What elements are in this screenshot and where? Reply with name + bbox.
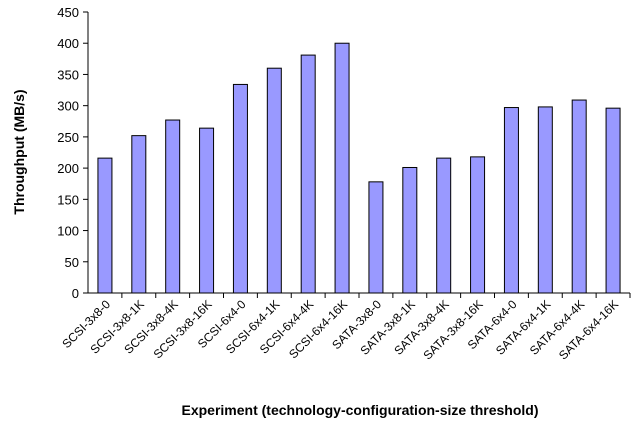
bar xyxy=(334,42,350,294)
y-tick-label: 200 xyxy=(57,161,79,176)
bar xyxy=(199,127,215,294)
bar xyxy=(165,119,181,294)
bar xyxy=(470,156,486,294)
y-tick-label: 400 xyxy=(57,36,79,51)
bar xyxy=(436,157,452,294)
y-tick-label: 50 xyxy=(65,255,79,270)
bar xyxy=(537,106,553,294)
bar xyxy=(232,83,248,294)
y-tick-label: 100 xyxy=(57,224,79,239)
bar xyxy=(131,135,147,294)
bar xyxy=(266,67,282,294)
y-tick-label: 150 xyxy=(57,192,79,207)
bar xyxy=(300,54,316,294)
bar xyxy=(571,99,587,294)
bar xyxy=(402,166,418,294)
bar xyxy=(605,107,621,294)
x-axis-label: Experiment (technology-configuration-siz… xyxy=(181,402,538,418)
y-tick-label: 350 xyxy=(57,67,79,82)
bar xyxy=(503,107,519,294)
y-tick-label: 300 xyxy=(57,99,79,114)
y-axis-label: Throughput (MB/s) xyxy=(11,89,27,214)
x-tick-label: SATA-6x4-16K xyxy=(556,297,621,362)
y-tick-label: 450 xyxy=(57,5,79,20)
y-tick-label: 0 xyxy=(72,286,79,301)
bar xyxy=(368,181,384,294)
y-tick-label: 250 xyxy=(57,130,79,145)
bar xyxy=(97,157,113,294)
